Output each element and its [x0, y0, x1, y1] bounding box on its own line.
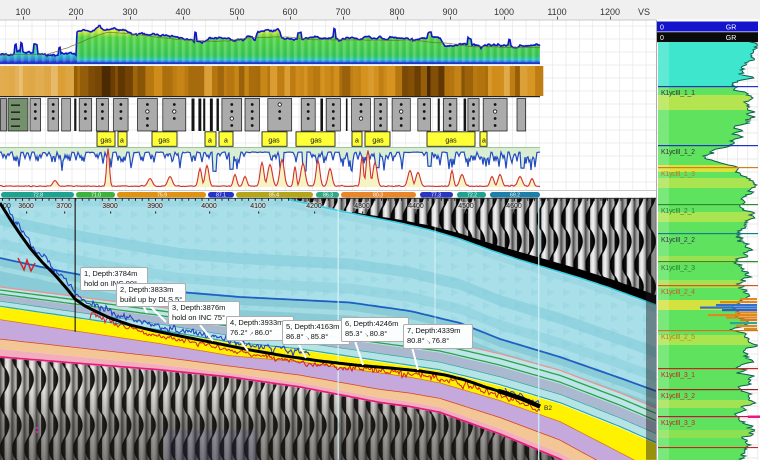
svg-text:K1ycIII_3_2: K1ycIII_3_2 [661, 393, 695, 400]
svg-text:a: a [224, 137, 228, 144]
svg-text:87.1: 87.1 [216, 193, 226, 199]
svg-text:gas: gas [268, 137, 280, 144]
svg-text:500: 500 [229, 7, 244, 17]
svg-text:gas: gas [158, 137, 170, 144]
svg-text:71.0: 71.0 [91, 193, 101, 199]
svg-text:3700: 3700 [56, 203, 72, 210]
svg-text:K1ycIII_3_1: K1ycIII_3_1 [661, 372, 695, 379]
svg-text:K1ycIII_2_2: K1ycIII_2_2 [661, 237, 695, 244]
svg-text:4400: 4400 [408, 203, 424, 210]
svg-text:4100: 4100 [250, 203, 266, 210]
svg-text:1200: 1200 [600, 7, 620, 17]
svg-text:100: 100 [15, 7, 30, 17]
svg-text:K1ycIII_3_3: K1ycIII_3_3 [661, 420, 695, 427]
svg-text:B2: B2 [544, 405, 552, 412]
svg-text:00: 00 [3, 203, 11, 210]
svg-text:gas: gas [100, 137, 112, 144]
svg-text:K1ycIII_2_4: K1ycIII_2_4 [661, 289, 695, 296]
svg-text:77.3: 77.3 [431, 193, 441, 199]
svg-text:900: 900 [442, 7, 457, 17]
svg-text:K1ycIII_1_3: K1ycIII_1_3 [661, 171, 695, 178]
svg-text:69.2: 69.2 [510, 193, 520, 199]
svg-text:a: a [482, 137, 486, 144]
svg-text:1000: 1000 [494, 7, 514, 17]
svg-text:4000: 4000 [201, 203, 217, 210]
svg-text:GR: GR [726, 35, 737, 42]
svg-text:3900: 3900 [147, 203, 163, 210]
svg-text:0: 0 [660, 25, 664, 32]
svg-text:200: 200 [68, 7, 83, 17]
svg-text:0: 0 [660, 35, 664, 42]
svg-text:gas: gas [445, 137, 457, 144]
svg-text:75.9: 75.9 [157, 193, 167, 199]
svg-text:4200: 4200 [306, 203, 322, 210]
svg-text:VS: VS [638, 7, 650, 17]
svg-text:gas: gas [372, 137, 384, 144]
svg-text:a: a [208, 137, 212, 144]
svg-text:K1ycIII_1_1: K1ycIII_1_1 [661, 90, 695, 97]
svg-text:72.8: 72.8 [33, 193, 43, 199]
svg-text:3800: 3800 [102, 203, 118, 210]
svg-text:4500: 4500 [458, 203, 474, 210]
svg-text:gas: gas [310, 137, 322, 144]
svg-text:K1ycIII_1_2: K1ycIII_1_2 [661, 149, 695, 156]
svg-text:86.3: 86.3 [323, 193, 333, 199]
svg-text:400: 400 [175, 7, 190, 17]
svg-text:85.4: 85.4 [269, 193, 279, 199]
svg-text:3600: 3600 [18, 203, 34, 210]
svg-text:80.3: 80.3 [373, 193, 383, 199]
svg-text:72.2: 72.2 [467, 193, 477, 199]
svg-text:600: 600 [282, 7, 297, 17]
svg-text:800: 800 [389, 7, 404, 17]
svg-text:300: 300 [122, 7, 137, 17]
svg-text:4600: 4600 [506, 203, 522, 210]
svg-text:K1ycIII_2_5: K1ycIII_2_5 [661, 334, 695, 341]
svg-text:GR: GR [726, 25, 737, 32]
svg-text:a: a [355, 137, 359, 144]
svg-text:a: a [120, 137, 124, 144]
svg-text:K1ycIII_2_3: K1ycIII_2_3 [661, 265, 695, 272]
svg-text:700: 700 [335, 7, 350, 17]
svg-text:1100: 1100 [547, 7, 566, 17]
svg-text:K1ycIII_2_1: K1ycIII_2_1 [661, 208, 695, 215]
svg-text:4300: 4300 [354, 203, 370, 210]
